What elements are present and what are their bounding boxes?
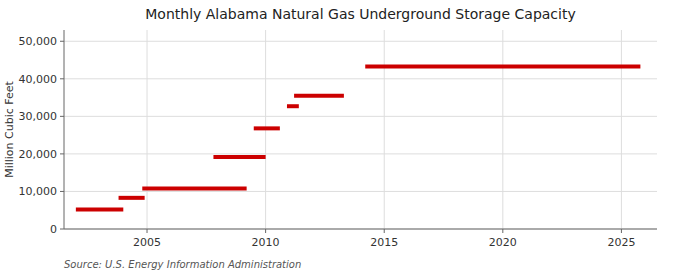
y-tick — [60, 78, 64, 79]
capacity-segment — [213, 155, 265, 159]
capacity-segment — [119, 196, 145, 200]
x-tick-label: 2010 — [252, 236, 280, 249]
y-tick-label: 20,000 — [19, 148, 58, 161]
capacity-segment — [142, 186, 246, 190]
title: Monthly Alabama Natural Gas Underground … — [145, 6, 575, 22]
y-grid-line — [64, 116, 657, 117]
x-tick-label: 2025 — [607, 236, 635, 249]
y-axis-label: Million Cubic Feet — [3, 80, 16, 177]
x-tick — [502, 229, 503, 233]
y-grid-line — [64, 78, 657, 79]
capacity-segment — [287, 104, 299, 108]
y-tick — [60, 41, 64, 42]
x-tick — [147, 229, 148, 233]
x-tick — [621, 229, 622, 233]
y-tick-label: 40,000 — [19, 73, 58, 86]
y-tick — [60, 153, 64, 154]
x-tick-label: 2015 — [370, 236, 398, 249]
x-tick-label: 2020 — [489, 236, 517, 249]
y-tick-label: 0 — [50, 223, 57, 236]
y-grid-line — [64, 191, 657, 192]
x-axis-line — [64, 229, 657, 230]
y-grid-line — [64, 153, 657, 154]
source: Source: U.S. Energy Information Administ… — [64, 259, 301, 270]
capacity-segment — [365, 64, 640, 68]
x-grid-line — [147, 30, 148, 229]
x-tick — [384, 229, 385, 233]
grid — [64, 30, 657, 229]
capacity-segment — [294, 94, 344, 98]
y-tick — [60, 116, 64, 117]
segments — [76, 66, 641, 209]
chart: 0 10,000 20,000 30,000 40,000 50,000 2005 2010 2… — [0, 0, 675, 275]
y-tick-label: 30,000 — [19, 110, 58, 123]
y-tick — [60, 229, 64, 230]
y-tick — [60, 191, 64, 192]
x-tick — [265, 229, 266, 233]
x-grid-line — [621, 30, 622, 229]
y-axis-line — [64, 30, 65, 229]
y-tick-label: 10,000 — [19, 185, 58, 198]
capacity-segment — [254, 126, 280, 130]
x-grid-line — [384, 30, 385, 229]
x-grid-line — [502, 30, 503, 229]
y-grid-line — [64, 41, 657, 42]
y-grid-line — [64, 229, 657, 230]
y-tick-label: 50,000 — [19, 35, 58, 48]
capacity-segment — [76, 207, 123, 211]
x-tick-label: 2005 — [133, 236, 161, 249]
